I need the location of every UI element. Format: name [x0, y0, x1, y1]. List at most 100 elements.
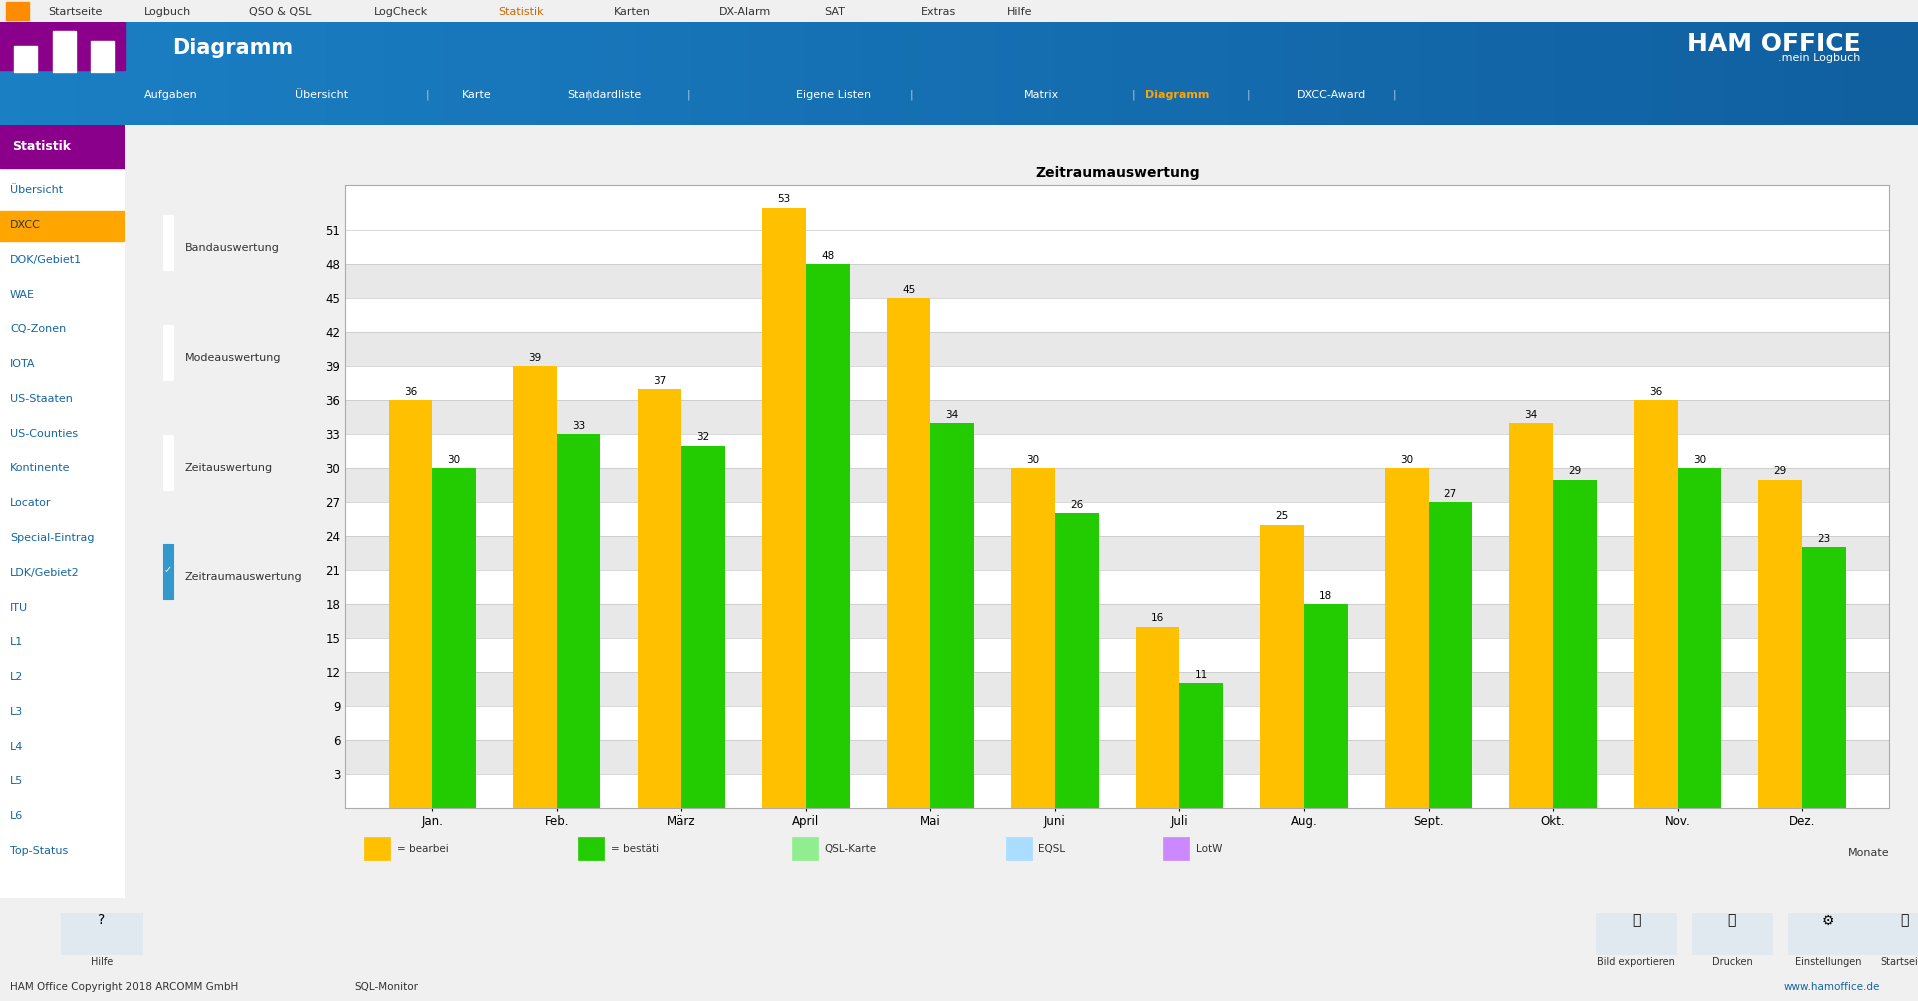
- Bar: [806, 264, 850, 808]
- Bar: [1788, 913, 1868, 954]
- Text: 34: 34: [1525, 409, 1538, 419]
- Bar: [930, 422, 974, 808]
- Text: |: |: [1392, 90, 1396, 100]
- Text: QSO & QSL: QSO & QSL: [249, 7, 313, 17]
- Bar: [681, 445, 725, 808]
- Bar: [0, 125, 125, 167]
- Bar: [345, 537, 1889, 571]
- Text: Startseite: Startseite: [48, 7, 102, 17]
- Text: LogCheck: LogCheck: [374, 7, 428, 17]
- Text: 25: 25: [1275, 512, 1289, 522]
- Bar: [1135, 627, 1180, 808]
- Bar: [345, 774, 1889, 808]
- Text: L1: L1: [10, 638, 23, 648]
- Bar: [1634, 400, 1678, 808]
- Text: 16: 16: [1151, 614, 1164, 624]
- Text: Startseite: Startseite: [1882, 957, 1918, 967]
- Text: ⚙: ⚙: [1822, 914, 1834, 927]
- Bar: [389, 400, 432, 808]
- Text: Bild exportieren: Bild exportieren: [1598, 957, 1674, 967]
- Bar: [6, 2, 29, 20]
- Text: CQ-Zonen: CQ-Zonen: [10, 324, 67, 334]
- Text: Logbuch: Logbuch: [144, 7, 192, 17]
- Text: 37: 37: [652, 375, 666, 385]
- Text: 27: 27: [1444, 488, 1458, 498]
- Text: = bearbei: = bearbei: [397, 844, 449, 854]
- Bar: [1596, 913, 1676, 954]
- Text: US-Staaten: US-Staaten: [10, 393, 73, 403]
- Text: Diagramm: Diagramm: [173, 38, 293, 58]
- Text: DXCC: DXCC: [10, 220, 40, 230]
- Text: .mein Logbuch: .mein Logbuch: [1778, 53, 1860, 63]
- Text: 29: 29: [1774, 466, 1788, 476]
- Text: Eigene Listen: Eigene Listen: [796, 90, 871, 100]
- Text: 30: 30: [447, 454, 460, 464]
- Text: ITU: ITU: [10, 603, 29, 613]
- Text: Hilfe: Hilfe: [1007, 7, 1032, 17]
- Text: Statistik: Statistik: [499, 7, 545, 17]
- Bar: [345, 503, 1889, 537]
- Text: 33: 33: [572, 420, 585, 430]
- Bar: [163, 324, 173, 379]
- Text: WAE: WAE: [10, 289, 35, 299]
- Bar: [345, 332, 1889, 366]
- Text: Top-Status: Top-Status: [10, 846, 69, 856]
- Text: Monate: Monate: [1847, 848, 1889, 858]
- Bar: [556, 434, 600, 808]
- Text: Locator: Locator: [10, 498, 52, 509]
- Bar: [577, 837, 604, 860]
- Text: |: |: [426, 90, 430, 100]
- Text: ✓: ✓: [163, 566, 173, 576]
- Text: 🖨: 🖨: [1728, 914, 1736, 927]
- Text: Übersicht: Übersicht: [10, 185, 63, 195]
- Bar: [0, 211, 125, 240]
- Text: L2: L2: [10, 672, 23, 682]
- Text: |: |: [587, 90, 591, 100]
- Bar: [61, 913, 142, 954]
- Text: 29: 29: [1569, 466, 1582, 476]
- Text: Extras: Extras: [921, 7, 955, 17]
- Text: Hilfe: Hilfe: [90, 957, 113, 967]
- Text: L5: L5: [10, 777, 23, 787]
- Text: Aufgaben: Aufgaben: [144, 90, 198, 100]
- Text: 34: 34: [946, 409, 959, 419]
- Text: |: |: [909, 90, 913, 100]
- Bar: [1554, 479, 1596, 808]
- Text: Diagramm: Diagramm: [1145, 90, 1210, 100]
- Text: = bestäti: = bestäti: [610, 844, 658, 854]
- Bar: [1162, 837, 1189, 860]
- Bar: [1803, 548, 1845, 808]
- Bar: [92, 41, 115, 72]
- Text: ?: ?: [98, 914, 105, 927]
- Text: 53: 53: [777, 194, 790, 204]
- Text: HAM OFFICE: HAM OFFICE: [1686, 32, 1860, 56]
- Bar: [0, 22, 125, 70]
- Text: LDK/Gebiet2: LDK/Gebiet2: [10, 568, 81, 578]
- Text: 32: 32: [696, 432, 710, 442]
- Text: |: |: [1132, 90, 1135, 100]
- Text: 39: 39: [529, 353, 541, 363]
- Text: 11: 11: [1195, 670, 1208, 680]
- Text: www.hamoffice.de: www.hamoffice.de: [1784, 982, 1880, 992]
- Bar: [761, 208, 806, 808]
- Bar: [639, 389, 681, 808]
- Text: 48: 48: [821, 251, 834, 261]
- Bar: [15, 46, 38, 72]
- Text: 🏠: 🏠: [1901, 914, 1908, 927]
- Text: 26: 26: [1070, 500, 1084, 511]
- Text: LotW: LotW: [1197, 844, 1222, 854]
- Bar: [345, 706, 1889, 740]
- Bar: [1180, 684, 1224, 808]
- Bar: [163, 434, 173, 489]
- Bar: [1011, 468, 1055, 808]
- Text: US-Counties: US-Counties: [10, 428, 79, 438]
- Text: L6: L6: [10, 811, 23, 821]
- Text: Karten: Karten: [614, 7, 650, 17]
- Text: Kontinente: Kontinente: [10, 463, 71, 473]
- Text: DX-Alarm: DX-Alarm: [719, 7, 771, 17]
- Text: 30: 30: [1400, 454, 1414, 464]
- Text: HAM Office Copyright 2018 ARCOMM GmbH: HAM Office Copyright 2018 ARCOMM GmbH: [10, 982, 238, 992]
- Bar: [345, 638, 1889, 672]
- Text: SQL-Monitor: SQL-Monitor: [355, 982, 418, 992]
- Bar: [1055, 514, 1099, 808]
